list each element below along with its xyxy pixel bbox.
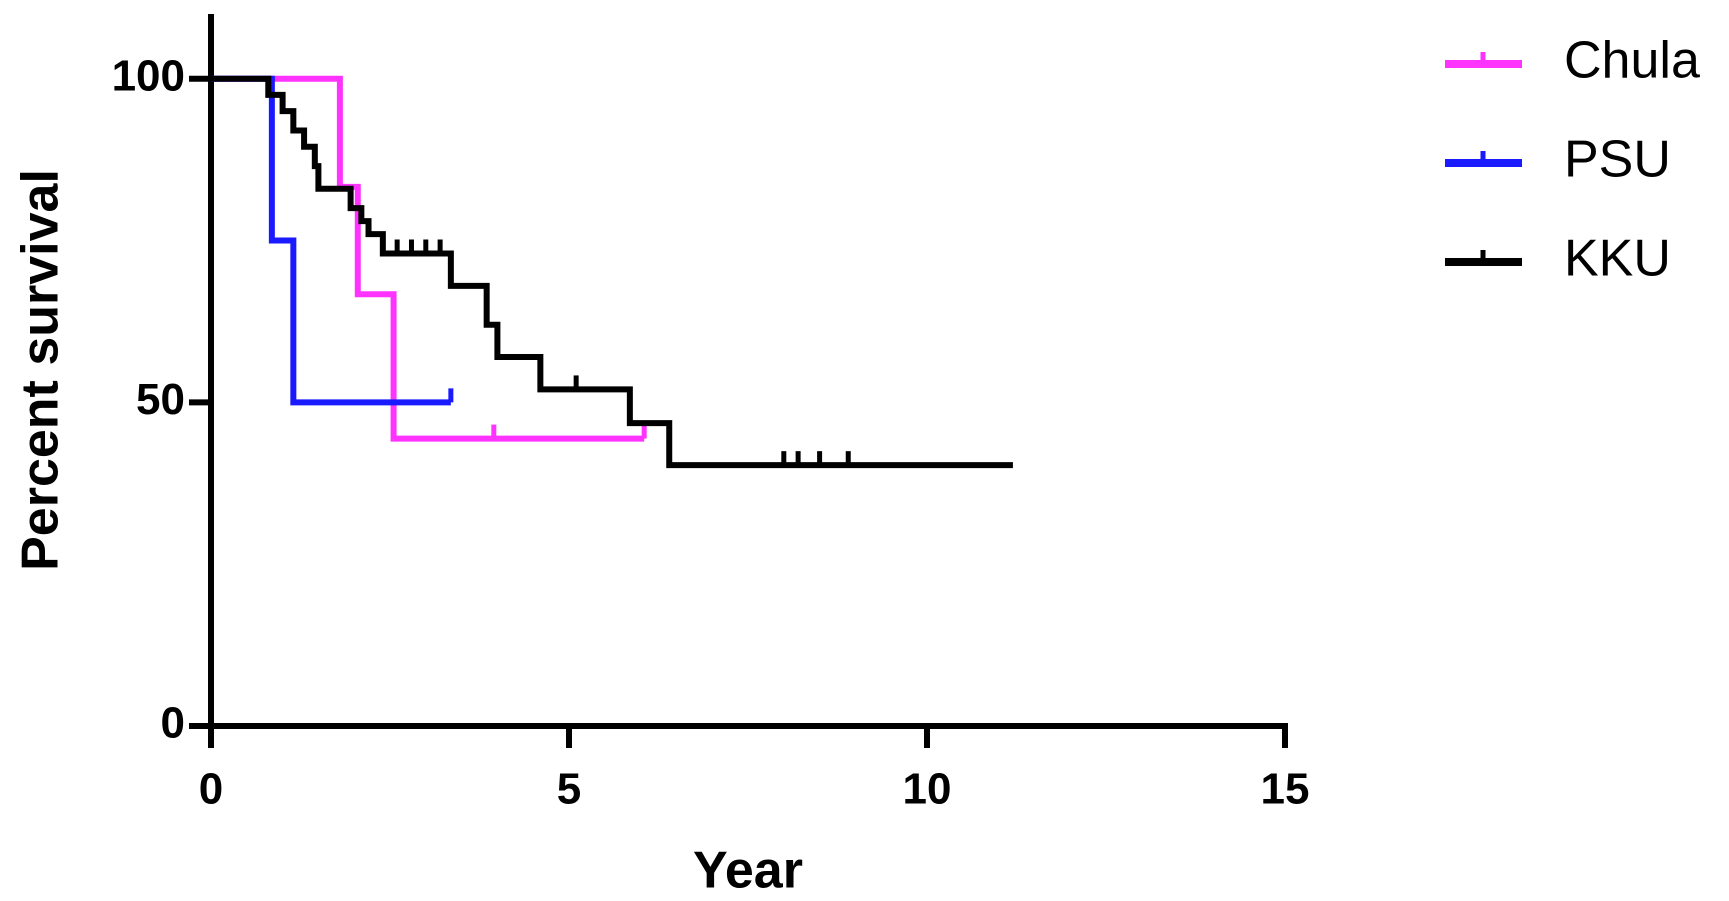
x-tick-label: 5 <box>557 765 581 814</box>
x-tick-label: 15 <box>1261 765 1310 814</box>
y-tick-label: 100 <box>112 51 185 100</box>
survival-line <box>211 75 645 442</box>
y-axis-title: Percent survival <box>12 169 70 571</box>
y-tick-label: 50 <box>136 375 185 424</box>
y-tick-label: 0 <box>161 699 185 748</box>
x-axis-title: Year <box>693 842 803 900</box>
legend-label: Chula <box>1564 32 1700 90</box>
legend-label: PSU <box>1564 131 1671 189</box>
legend-label: KKU <box>1564 230 1671 288</box>
x-tick-label: 0 <box>199 765 223 814</box>
survival-line <box>211 75 1013 469</box>
x-tick-label: 10 <box>903 765 952 814</box>
survival-line <box>211 75 451 406</box>
